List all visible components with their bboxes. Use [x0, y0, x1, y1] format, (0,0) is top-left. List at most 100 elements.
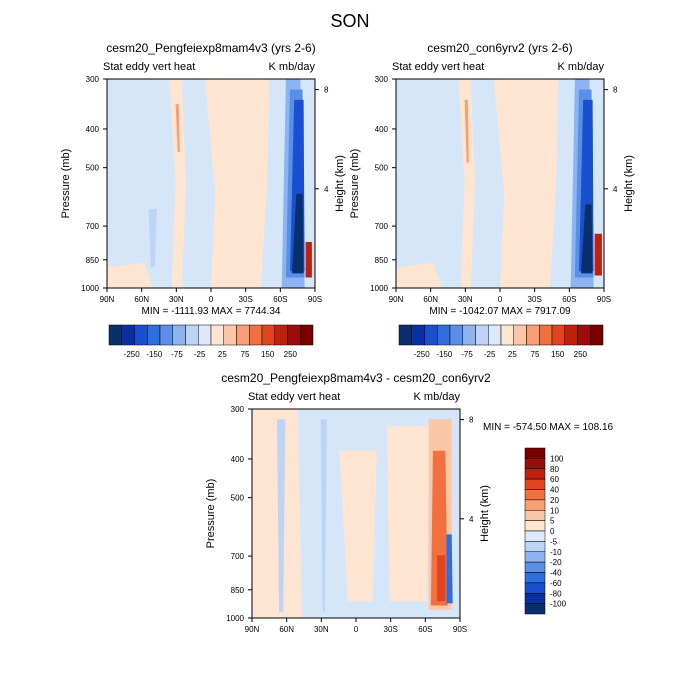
- y-tick-label: 1000: [226, 614, 244, 623]
- x-tick-label: 30N: [314, 625, 329, 634]
- colorbar-label: -80: [550, 589, 562, 598]
- colorbar-box: [539, 324, 553, 346]
- colorbar-box: [524, 510, 546, 521]
- colorbar-box: [524, 593, 546, 604]
- x-tick-label: 60N: [134, 295, 149, 304]
- y-tick-label: 700: [231, 552, 245, 561]
- x-tick-label: 90N: [245, 625, 260, 634]
- contour-region-9: [446, 534, 453, 604]
- contour-region-9: [292, 193, 304, 274]
- colorbar-label: -150: [146, 350, 163, 359]
- colorbar-box: [198, 324, 212, 346]
- x-tick-label: 0: [354, 625, 359, 634]
- panel-title: cesm20_Pengfeiexp8mam4v3 (yrs 2-6): [106, 41, 315, 55]
- contour-region-5: [175, 104, 180, 153]
- x-tick-label: 90N: [389, 295, 404, 304]
- colorbar: -250 -150 -75 -25 25 75 150 250: [398, 324, 604, 359]
- x-tick-label: 90S: [597, 295, 611, 304]
- colorbar-box: [488, 324, 502, 346]
- colorbar-label: 10: [550, 506, 559, 515]
- y-axis-label: Pressure (mb): [205, 479, 217, 549]
- colorbar-label: -250: [414, 350, 431, 359]
- x-tick-label: 30S: [239, 295, 253, 304]
- x-tick-label: 30N: [458, 295, 473, 304]
- colorbar-label: -75: [171, 350, 183, 359]
- y-tick-label: 1000: [81, 284, 99, 293]
- x-tick-label: 30S: [528, 295, 542, 304]
- contour-region-8: [581, 204, 593, 274]
- panel-title: cesm20_con6yrv2 (yrs 2-6): [427, 41, 572, 55]
- y-tick-label: 300: [231, 405, 245, 414]
- field-contours: [252, 409, 453, 618]
- colorbar-label: 20: [550, 496, 559, 505]
- colorbar-box: [437, 324, 451, 346]
- y-tick-label: 1000: [370, 284, 388, 293]
- colorbar-box: [121, 324, 135, 346]
- x-tick-label: 90S: [453, 625, 467, 634]
- panels: cesm20_Pengfeiexp8mam4v3 (yrs 2-6) Stat e…: [60, 41, 635, 634]
- contour-region-4: [464, 99, 469, 163]
- colorbar-box: [236, 324, 250, 346]
- y-right-tick-label: 4: [469, 515, 474, 524]
- colorbar-box: [524, 582, 546, 594]
- colorbar-label: 25: [508, 350, 517, 359]
- colorbar-label: -25: [484, 350, 496, 359]
- y-right-tick-label: 4: [324, 185, 329, 194]
- x-tick-label: 0: [498, 295, 503, 304]
- panel-title: cesm20_Pengfeiexp8mam4v3 - cesm20_con6yr…: [221, 371, 491, 385]
- y-tick-label: 400: [86, 125, 100, 134]
- colorbar-box: [300, 324, 314, 346]
- colorbar-box: [564, 324, 578, 346]
- colorbar-box: [462, 324, 476, 346]
- colorbar-label: -100: [550, 600, 567, 609]
- y-tick-label: 700: [86, 222, 100, 231]
- y-tick-label: 300: [86, 75, 100, 84]
- colorbar-box: [524, 530, 546, 542]
- y-right-tick-label: 8: [613, 86, 618, 95]
- min-max-stats: MIN = -1042.07 MAX = 7917.09: [429, 306, 571, 317]
- contour-region-8: [437, 555, 446, 602]
- colorbar-box: [185, 324, 199, 346]
- y-tick-label: 300: [375, 75, 389, 84]
- colorbar-box: [147, 324, 161, 346]
- x-tick-label: 60S: [562, 295, 576, 304]
- colorbar-box: [134, 324, 148, 346]
- colorbar-box: [249, 324, 263, 346]
- x-tick-label: 60N: [423, 295, 438, 304]
- contour-region-2: [204, 79, 270, 288]
- colorbar-label: 25: [218, 350, 227, 359]
- colorbar-box: [524, 541, 546, 552]
- colorbar-label: 150: [261, 350, 275, 359]
- colorbar-box: [210, 324, 224, 346]
- y-tick-label: 500: [375, 164, 389, 173]
- colorbar-label: -10: [550, 548, 562, 557]
- colorbar-box: [524, 603, 546, 615]
- chart-panel-1: cesm20_Pengfeiexp8mam4v3 (yrs 2-6) Stat e…: [60, 41, 346, 359]
- colorbar-label: 100: [550, 454, 564, 463]
- colorbar-label: -250: [124, 350, 141, 359]
- panel-subtitle-right: K mb/day: [414, 391, 461, 403]
- y-tick-label: 700: [375, 222, 389, 231]
- colorbar-box: [424, 324, 438, 346]
- colorbar: -250 -150 -75 -25 25 75 150 250: [108, 324, 314, 359]
- colorbar-label: 80: [550, 465, 559, 474]
- colorbar-box: [524, 572, 546, 584]
- colorbar-box: [287, 324, 301, 346]
- y-axis-label-right: Height (km): [623, 155, 635, 212]
- colorbar-box: [411, 324, 425, 346]
- colorbar-box: [159, 324, 173, 346]
- chart-panel-2: cesm20_con6yrv2 (yrs 2-6) Stat eddy vert …: [349, 41, 635, 359]
- colorbar-label: -25: [194, 350, 206, 359]
- colorbar-label: 60: [550, 475, 559, 484]
- colorbar-label: -40: [550, 569, 562, 578]
- y-axis-label: Pressure (mb): [60, 149, 72, 219]
- y-tick-label: 850: [231, 586, 245, 595]
- y-axis-label: Pressure (mb): [349, 149, 361, 219]
- y-right-tick-label: 8: [324, 86, 329, 95]
- colorbar-box: [513, 324, 527, 346]
- panel-subtitle-right: K mb/day: [558, 61, 605, 73]
- colorbar-label: -5: [550, 537, 558, 546]
- field-contours: [107, 79, 312, 288]
- y-right-tick-label: 4: [613, 185, 618, 194]
